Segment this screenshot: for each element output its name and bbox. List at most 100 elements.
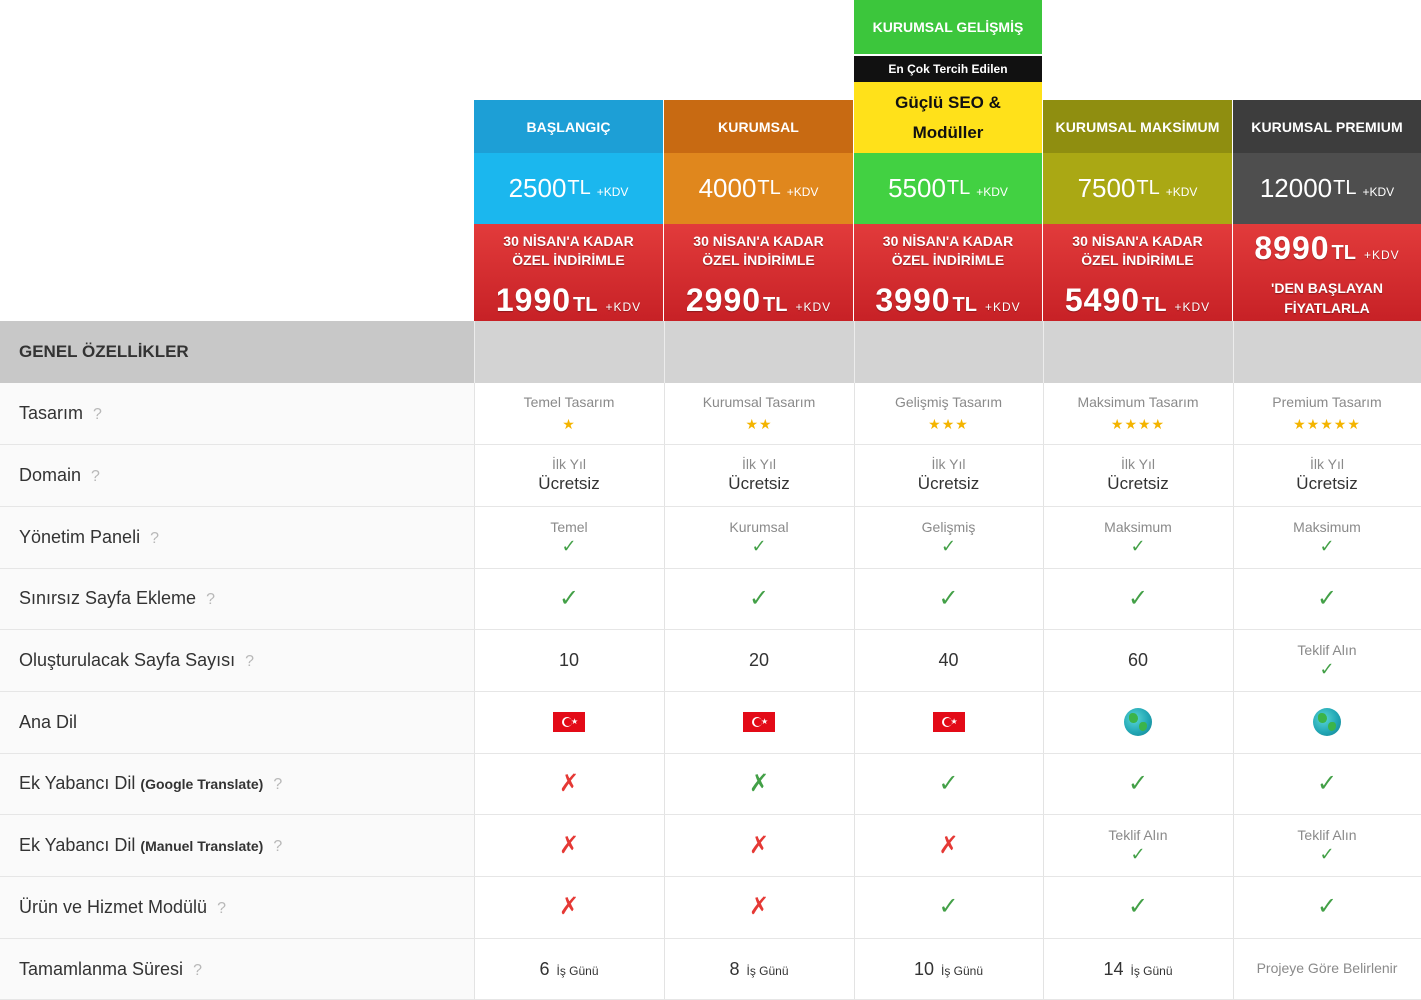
cell: Premium Tasarım ★★★★★ [1233,383,1421,446]
plan-baslangic[interactable]: BAŞLANGIÇ 2500 TL +KDV 30 NİSAN'A KADAR ÖZE… [474,100,663,321]
turkey-flag-icon: ★ [553,712,585,733]
help-icon[interactable]: ? [206,591,215,609]
discount-box: 8990 TL +KDV 'DEN BAŞLAYAN FİYATLARLA [1233,224,1421,321]
feature-name: Ek Yabancı Dil [19,835,136,856]
cell: ✓ [1043,876,1234,939]
star-rating-icon: ★★★★ [1110,416,1166,433]
table-row: Tamamlanma Süresi? 6 İş Günü 8 İş Günü 1… [0,938,1421,1000]
cell: İlk Yıl Ücretsiz [854,444,1044,507]
feature-label: Oluşturulacak Sayfa Sayısı? [0,629,475,692]
cell: ✓ [854,753,1044,816]
price-kdv: +KDV [786,184,819,199]
cell: ✓ [854,876,1044,939]
cell: ✗ [664,876,855,939]
discount-kdv: +KDV [605,300,642,314]
price-currency: TL [567,177,591,199]
days-count: 14 [1103,958,1124,979]
cell: ✗ [474,753,665,816]
feature-label: Ek Yabancı Dil (Google Translate)? [0,753,475,816]
panel-level: Maksimum [1293,518,1361,535]
get-offer-text: Teklif Alın [1108,827,1168,844]
plan-name: KURUMSAL MAKSİMUM [1043,100,1232,153]
cell: 10 İş Günü [854,938,1044,1000]
discount-kdv: +KDV [984,300,1021,314]
help-icon[interactable]: ? [273,776,283,794]
globe-icon [1313,708,1341,737]
section-header-row: GENEL ÖZELLİKLER [0,321,1421,383]
panel-level: Kurumsal [729,518,789,535]
days-unit: İş Günü [746,963,789,978]
help-icon[interactable]: ? [217,899,226,917]
feature-label: Ek Yabancı Dil (Manuel Translate)? [0,814,475,877]
discount-price: 5490 [1064,282,1141,318]
plan-kurumsal-maksimum[interactable]: KURUMSAL MAKSİMUM 7500 TL +KDV 30 NİSAN'A … [1043,100,1232,321]
feature-name: Sınırsız Sayfa Ekleme [19,588,197,609]
star-rating-icon: ★★★ [928,416,969,433]
plan-kurumsal-premium[interactable]: KURUMSAL PREMIUM 12000 TL +KDV 8990 TL +KDV … [1233,100,1421,321]
help-icon[interactable]: ? [93,406,102,424]
design-name: Kurumsal Tasarım [702,394,816,411]
discount-kdv: +KDV [795,300,832,314]
help-icon[interactable]: ? [193,961,202,979]
star-rating-icon: ★★★★★ [1293,416,1361,433]
check-icon: ✓ [938,584,959,612]
check-icon: ✓ [1127,584,1149,612]
price-kdv: +KDV [1165,184,1198,199]
plan-kurumsal-gelismis[interactable]: 5500 TL +KDV 30 NİSAN'A KADAR ÖZEL İNDİRİML… [854,100,1042,321]
check-icon: ✓ [1319,535,1335,556]
price-value: 7500 [1077,173,1136,203]
cell: 60 [1043,629,1234,692]
feature-name: Ürün ve Hizmet Modülü [19,896,208,917]
cell: Temel Tasarım ★ [474,383,665,446]
cell: ✓ [1043,568,1234,631]
domain-sub: İlk Yıl [1310,456,1344,473]
discount-line2: ÖZEL İNDİRİMLE [512,252,625,268]
cell: 40 [854,629,1044,692]
cell: Kurumsal ✓ [664,506,855,569]
table-row: Ek Yabancı Dil (Manuel Translate)? ✗ ✗ ✗… [0,814,1421,877]
help-icon[interactable]: ? [91,468,100,486]
feature-name: Tasarım [19,403,84,424]
discount-line1: 30 NİSAN'A KADAR [1072,233,1203,249]
cross-icon: ✗ [558,893,580,921]
check-icon: ✓ [1127,769,1149,797]
cell: İlk Yıl Ücretsiz [1233,444,1421,507]
design-name: Maksimum Tasarım [1077,394,1199,411]
cell: ★ [664,691,855,754]
feature-name: Ek Yabancı Dil [19,773,136,794]
check-icon: ✓ [938,893,959,921]
help-icon[interactable]: ? [273,838,283,856]
feature-label: Domain? [0,444,475,507]
days-count: 10 [913,958,934,979]
cell: Teklif Alın ✓ [1043,814,1234,877]
table-row: Oluşturulacak Sayfa Sayısı? 10 20 40 60 … [0,629,1421,692]
cell: ✗ [664,814,855,877]
discount-box: 30 NİSAN'A KADAR ÖZEL İNDİRİMLE 1990 TL +KD… [474,224,663,321]
cell: Maksimum Tasarım ★★★★ [1043,383,1234,446]
turkey-flag-icon: ★ [743,712,775,733]
discount-currency: TL [952,294,977,316]
plan-kurumsal[interactable]: KURUMSAL 4000 TL +KDV 30 NİSAN'A KADAR ÖZEL… [664,100,853,321]
cell: Temel ✓ [474,506,665,569]
cell: ✗ [474,814,665,877]
cross-icon: ✗ [938,831,959,859]
price-kdv: +KDV [1362,184,1395,199]
help-icon[interactable]: ? [245,653,255,671]
table-row: Ana Dil ★ ★ ★ [0,691,1421,754]
design-name: Gelişmiş Tasarım [894,394,1003,411]
cell [1043,691,1234,754]
discount-line2: ÖZEL İNDİRİMLE [891,252,1005,268]
check-icon: ✓ [940,535,957,556]
help-icon[interactable]: ? [150,529,159,547]
table-row: Ürün ve Hizmet Modülü? ✗ ✗ ✓ ✓ ✓ [0,876,1421,939]
check-icon: ✓ [1130,535,1146,556]
cell: ✓ [1233,876,1421,939]
star-rating-icon: ★ [562,416,576,433]
feature-suffix: (Google Translate) [140,776,264,793]
price-value: 12000 [1259,173,1333,203]
feature-name: Domain [19,465,82,486]
feature-label: Ürün ve Hizmet Modülü? [0,876,475,939]
domain-main: Ücretsiz [917,474,980,494]
cross-icon: ✗ [748,769,770,797]
page-count: 20 [748,650,770,671]
